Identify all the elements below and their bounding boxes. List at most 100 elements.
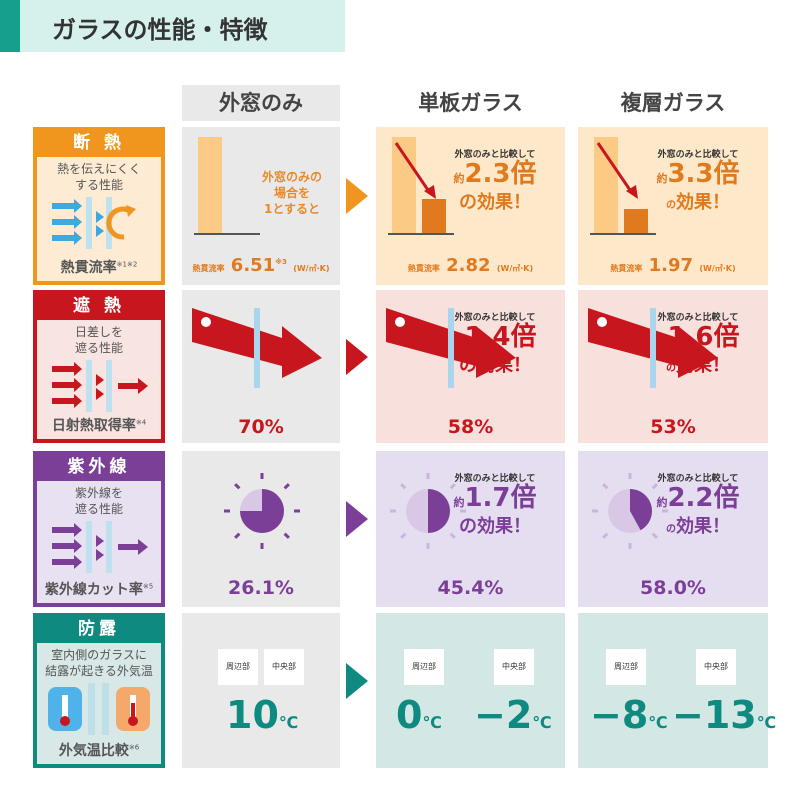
unit-label: (W/㎡·K) <box>699 264 736 273</box>
cell-uv-0: 26.1% <box>182 451 340 607</box>
approx-label: 約 <box>453 172 465 185</box>
u-value-number: 6.51 <box>230 255 276 276</box>
ratio-value: 2.2倍 <box>667 483 740 513</box>
cell-uv-2: 外窓のみと比較して 約2.2倍の効果！ 58.0% <box>578 451 768 607</box>
u-value: 熱貫流率 6.51※3 (W/㎡·K) <box>182 255 340 276</box>
row-title: 防露 <box>37 617 161 643</box>
cell-insulation-1: 外窓のみと比較して 約2.3倍 の効果！ 熱貫流率 2.82 (W/㎡·K) <box>376 127 565 285</box>
comparison-lead: 外窓のみと比較して <box>454 474 536 484</box>
uv-sun-icon <box>224 473 300 549</box>
cell-solar-0: 70% <box>182 290 340 443</box>
solar-gain-value: 53% <box>650 416 696 438</box>
temp-number: −8 <box>590 693 649 737</box>
effect-label: 効果！ <box>676 516 730 537</box>
temp-number: 10 <box>226 693 279 737</box>
row-metric: 外気温比較※6 <box>37 740 161 760</box>
approx-label: 約 <box>453 496 465 509</box>
temperature-center: −2℃ <box>474 693 552 737</box>
comparison-lead: 外窓のみと比較して <box>657 313 739 323</box>
sunlight-arrow-icon <box>588 308 718 388</box>
no-label: の <box>666 524 676 535</box>
bar-chart-icon <box>194 137 260 235</box>
row-label-uv: 紫外線 紫外線を 遮る性能 紫外線カット率※5 <box>33 451 165 607</box>
comparison-lead: 外窓のみと比較して <box>657 474 739 484</box>
row-label-solar: 遮 熱 日差しを 遮る性能 日射熱取得率※4 <box>33 290 165 443</box>
metric-label: 外気温比較 <box>58 743 129 759</box>
effect-label: の効果！ <box>459 192 531 213</box>
heat-flow-icon <box>52 197 136 249</box>
row-metric: 日射熱取得率※4 <box>37 415 161 435</box>
next-arrow-icon <box>346 662 368 699</box>
cell-condensation-0: 周辺部 中央部 10℃ <box>182 613 340 768</box>
page-title: ガラスの性能・特徴 <box>52 16 268 44</box>
uv-sun-icon <box>592 473 668 549</box>
bar-chart-icon <box>590 137 656 235</box>
no-label: の <box>666 200 676 211</box>
row-description: 室内側のガラスに 結露が起きる外気温 <box>45 648 153 678</box>
row-description: 日差しを 遮る性能 <box>74 325 123 355</box>
temp-unit: ℃ <box>532 713 552 732</box>
cell-insulation-0: 外窓のみの 場合を 1とすると熱貫流率 6.51※3 (W/㎡·K) <box>182 127 340 285</box>
next-arrow-icon <box>346 338 368 375</box>
row-label-insulation: 断 熱 熱を伝えにくく する性能 熱貫流率※1※2 <box>33 127 165 285</box>
row-description: 熱を伝えにくく する性能 <box>57 162 141 192</box>
tag-periphery: 周辺部 <box>606 649 646 685</box>
comparison-lead: 外窓のみと比較して <box>657 150 739 160</box>
footnote: ※6 <box>128 743 140 752</box>
comparison-callout: 外窓のみと比較して 約2.2倍の効果！ <box>638 471 758 540</box>
uv-sun-icon <box>390 473 466 549</box>
cell-insulation-2: 外窓のみと比較して 約3.3倍 の効果！ 熱貫流率 1.97 (W/㎡·K) <box>578 127 768 285</box>
approx-label: 約 <box>656 172 668 185</box>
temperature-value: 10℃ <box>226 693 298 737</box>
comparison-lead: 外窓のみと比較して <box>454 150 536 160</box>
effect-label: の効果！ <box>459 516 531 537</box>
bar-chart-icon <box>388 137 454 235</box>
temp-number: 0 <box>396 693 423 737</box>
temp-unit: ℃ <box>756 713 777 732</box>
uv-cut-value: 45.4% <box>437 577 504 599</box>
metric-label: 熱貫流率 <box>610 264 643 273</box>
row-title: 遮 熱 <box>37 294 161 320</box>
uv-block-icon <box>52 521 148 573</box>
cell-uv-1: 外窓のみと比較して 約1.7倍の効果！ 45.4% <box>376 451 565 607</box>
comparison-lead: 外窓のみと比較して <box>454 313 536 323</box>
approx-label: 約 <box>656 496 668 509</box>
row-title: 断 熱 <box>37 131 161 157</box>
metric-label: 紫外線カット率 <box>44 582 143 598</box>
no-label: の <box>666 363 676 374</box>
sun-block-icon <box>52 360 148 412</box>
title-accent <box>0 0 20 52</box>
uv-cut-value: 58.0% <box>640 577 706 599</box>
next-arrow-icon <box>346 178 368 214</box>
temp-number: −2 <box>474 693 533 737</box>
metric-label: 熱貫流率 <box>60 260 117 276</box>
effect-label: 効果！ <box>676 192 730 213</box>
uv-cut-value: 26.1% <box>228 577 294 599</box>
u-value-number: 1.97 <box>648 255 694 276</box>
tag-periphery: 周辺部 <box>218 649 258 685</box>
footnote: ※5 <box>142 582 154 591</box>
column-header-single-glass: 単板ガラス <box>418 91 523 115</box>
unit-label: (W/㎡·K) <box>496 264 534 273</box>
tag-center: 中央部 <box>494 649 534 685</box>
comparison-callout: 外窓のみと比較して 約3.3倍 の効果！ <box>638 147 758 216</box>
cell-condensation-1: 周辺部 中央部 0℃ −2℃ <box>376 613 565 768</box>
row-metric: 紫外線カット率※5 <box>37 579 161 599</box>
temp-unit: ℃ <box>278 713 299 732</box>
row-description: 紫外線を 遮る性能 <box>74 486 123 516</box>
cell-condensation-2: 周辺部 中央部 −8℃ −13℃ <box>578 613 776 768</box>
sunlight-arrow-icon <box>192 308 322 388</box>
metric-label: 熱貫流率 <box>192 264 225 273</box>
footnote: ※1※2 <box>116 260 138 269</box>
title-bar: ガラスの性能・特徴 <box>0 0 345 52</box>
tag-center: 中央部 <box>264 649 304 685</box>
comparison-callout: 外窓のみと比較して 約1.7倍の効果！ <box>435 471 555 537</box>
unit-label: (W/㎡·K) <box>293 264 330 273</box>
baseline-note: 外窓のみの 場合を 1とすると <box>261 170 322 216</box>
solar-gain-value: 70% <box>238 416 284 438</box>
thermometer-icon <box>48 683 150 735</box>
sunlight-arrow-icon <box>386 308 516 388</box>
column-header-double-glass: 複層ガラス <box>620 91 726 115</box>
footnote: ※4 <box>135 418 147 427</box>
ratio-value: 1.7倍 <box>464 483 537 513</box>
